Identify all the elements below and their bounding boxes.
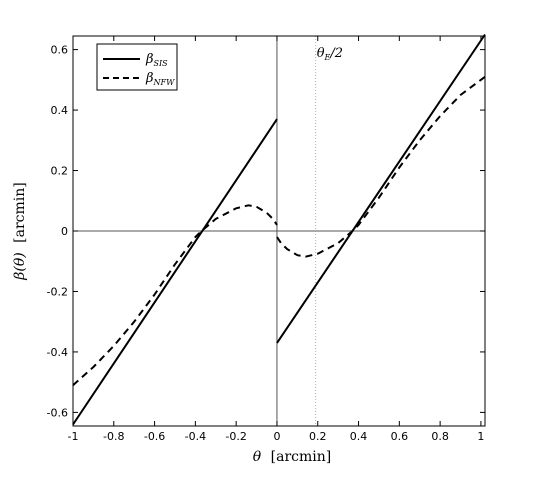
y-tick-label: 0.4	[51, 104, 69, 117]
x-tick-label: -0.2	[225, 430, 246, 443]
legend-box	[96, 43, 178, 91]
x-tick-label: 0.2	[309, 430, 327, 443]
y-axis-label: β(θ) [arcmin]	[12, 182, 28, 280]
x-tick-label: 0.6	[391, 430, 409, 443]
ticks-group: -1 -0.8 -0.6 -0.4 -0.2 0 0.2 0.4 0.6 0.8 1 -0.6 -0.4…	[47, 36, 485, 443]
y-tick-label: -0.6	[47, 406, 68, 419]
svg-text:θ [arcmin]: θ [arcmin]	[253, 449, 331, 465]
legend-label-nfw: βNFW	[145, 71, 175, 87]
y-tick-label: -0.2	[47, 285, 68, 298]
x-axis-symbol: θ	[253, 449, 262, 465]
y-tick-label: 0.6	[51, 44, 69, 57]
x-axis-label: θ [arcmin]	[253, 449, 331, 465]
legend: βSIS βNFW	[96, 43, 178, 91]
x-tick-label: -0.6	[144, 430, 165, 443]
x-tick-label: -1	[68, 430, 79, 443]
x-axis-unit: [arcmin]	[271, 449, 332, 465]
x-tick-label: 0.8	[431, 430, 449, 443]
y-tick-label: 0.2	[51, 165, 69, 178]
series-nfw-segment-1	[276, 75, 486, 258]
series-sis-segment-1	[276, 33, 486, 344]
series-group	[72, 33, 486, 426]
legend-label-sis: βSIS	[145, 52, 168, 68]
svg-text:β(θ) [arcmin]: β(θ) [arcmin]	[12, 182, 28, 280]
theta-e-annotation: θE/2	[317, 46, 343, 62]
x-tick-label: 1	[477, 430, 484, 443]
x-tick-label: 0.4	[350, 430, 368, 443]
y-axis-symbol: β(θ)	[12, 252, 28, 280]
x-tick-label: -0.8	[103, 430, 124, 443]
x-tick-label: 0	[273, 430, 280, 443]
y-tick-label: -0.4	[47, 346, 68, 359]
series-sis-segment-0	[72, 118, 278, 426]
reference-lines	[73, 36, 485, 426]
y-axis-unit: [arcmin]	[12, 182, 28, 243]
y-tick-label: 0	[61, 225, 68, 238]
x-tick-label: -0.4	[185, 430, 206, 443]
